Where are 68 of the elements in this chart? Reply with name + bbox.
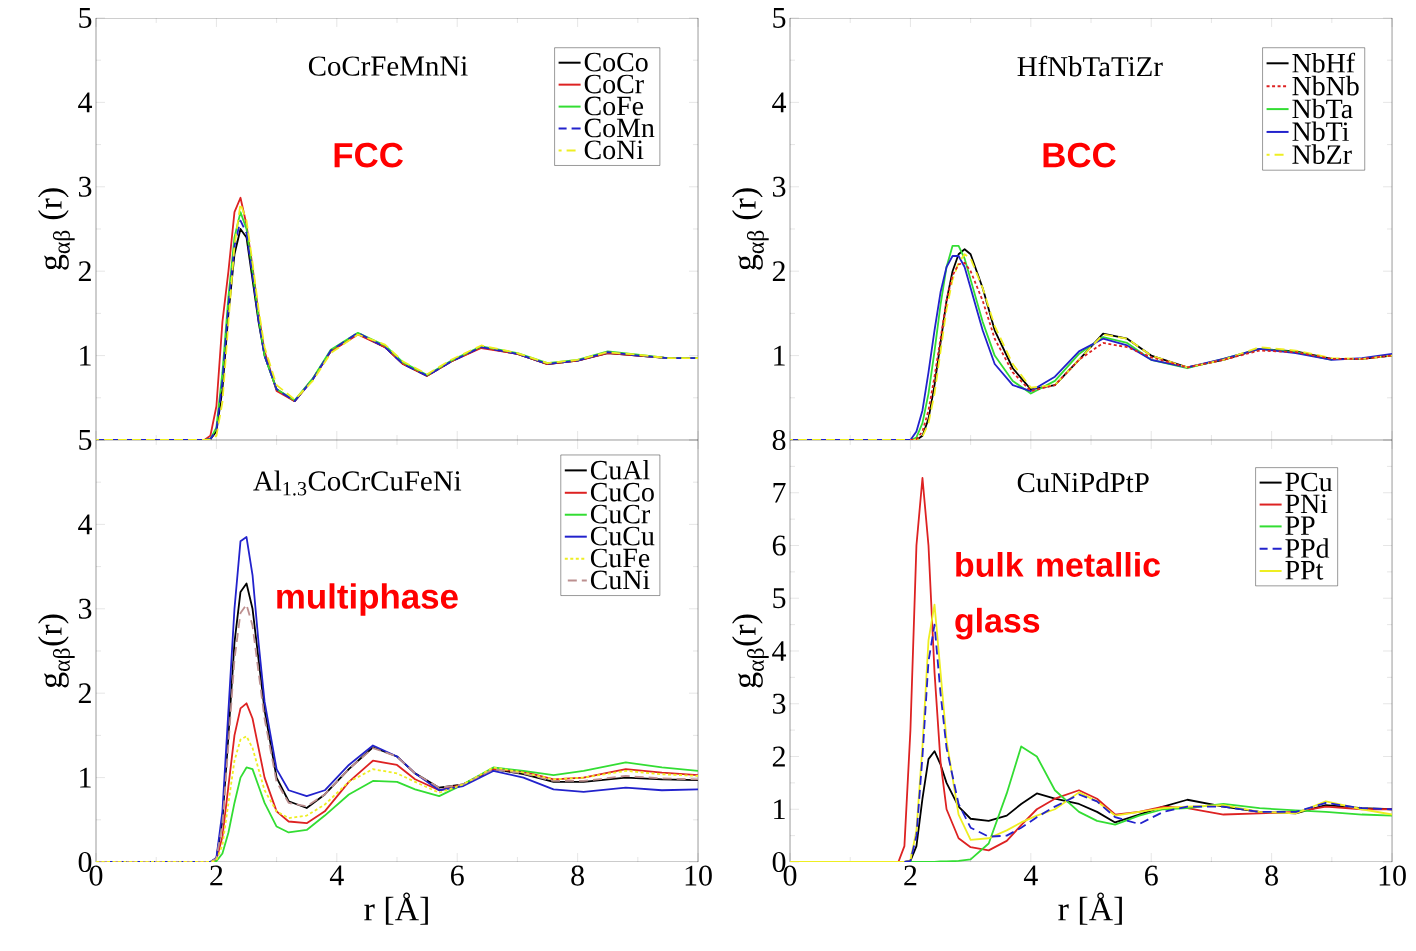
y-tick-label: 1 bbox=[774, 345, 785, 366]
y-tick-label: 1 bbox=[774, 799, 785, 820]
legend-label: CuFe bbox=[590, 548, 650, 568]
x-tick-label: 4 bbox=[329, 865, 344, 886]
legend-label: CoFe bbox=[584, 96, 644, 116]
y-tick-label: 7 bbox=[773, 482, 786, 503]
y-tick-label: 5 bbox=[79, 430, 92, 450]
y-tick-label: 5 bbox=[773, 588, 786, 609]
y-tick-label: 2 bbox=[772, 261, 785, 282]
annotation: bulk metallic glass bbox=[955, 552, 1161, 640]
y-axis-title: g$_{αβ}$ (r) bbox=[37, 188, 75, 270]
x-axis-title: r [Å] bbox=[1058, 892, 1122, 925]
x-tick-label: 8 bbox=[571, 865, 584, 886]
x-tick-label: 2 bbox=[904, 865, 917, 886]
annotation: CuNiPdPtP bbox=[1017, 472, 1149, 493]
legend-label: CoNi bbox=[584, 140, 644, 160]
legend-label: CoCr bbox=[584, 74, 644, 94]
legend-label: PP bbox=[1285, 516, 1315, 535]
y-tick-label: 4 bbox=[78, 92, 93, 113]
annotation: multiphase bbox=[277, 583, 458, 616]
legend-label: CuCr bbox=[590, 504, 650, 524]
annotation: Al$_{1.3}$CoCrCuFeNi bbox=[253, 470, 462, 496]
y-axis-title: g$_{αβ}$ (r) bbox=[732, 188, 769, 270]
x-tick-label: 6 bbox=[451, 865, 464, 886]
annotation: BCC bbox=[1043, 142, 1116, 168]
y-tick-label: 3 bbox=[772, 176, 786, 197]
x-axis-title: r [Å] bbox=[364, 892, 428, 925]
y-tick-label: 1 bbox=[80, 345, 91, 366]
legend-label: NbNb bbox=[1292, 75, 1359, 96]
y-tick-label: 2 bbox=[78, 261, 91, 282]
y-tick-label: 3 bbox=[772, 693, 786, 714]
annotation: FCC bbox=[334, 142, 403, 168]
y-tick-label: 2 bbox=[772, 746, 785, 767]
y-tick-label: 6 bbox=[772, 535, 786, 556]
legend-label: CuCu bbox=[590, 526, 655, 546]
y-tick-label: 4 bbox=[772, 92, 787, 113]
legend-label: CuCo bbox=[590, 482, 654, 502]
y-tick-label: 8 bbox=[772, 429, 786, 451]
y-tick-label: 5 bbox=[79, 8, 92, 28]
y-tick-label: 2 bbox=[78, 683, 91, 704]
x-tick-label: 10 bbox=[685, 865, 712, 886]
legend-label: CoCo bbox=[584, 52, 648, 72]
y-tick-label: 4 bbox=[772, 641, 787, 661]
legend-label: NbHf bbox=[1292, 52, 1356, 73]
legend-label: CuNi bbox=[590, 570, 650, 590]
y-tick-label: 1 bbox=[80, 767, 91, 788]
legend-label: PPd bbox=[1285, 538, 1330, 558]
legend-label: PCu bbox=[1285, 472, 1333, 492]
y-axis-title: g$_{αβ}$(r) bbox=[732, 614, 769, 688]
x-tick-label: 8 bbox=[1265, 865, 1278, 886]
legend-label: PNi bbox=[1285, 494, 1328, 514]
x-tick-label: 2 bbox=[210, 865, 223, 886]
x-tick-label: 6 bbox=[1145, 865, 1158, 886]
x-tick-label: 4 bbox=[1023, 865, 1038, 886]
x-tick-label: 10 bbox=[1379, 865, 1406, 886]
y-tick-label: 3 bbox=[78, 598, 92, 619]
annotation: HfNbTaTiZr bbox=[1017, 55, 1163, 77]
y-tick-label: 4 bbox=[78, 514, 93, 535]
legend-label: NbZr bbox=[1292, 144, 1352, 164]
y-tick-label: 5 bbox=[773, 8, 786, 28]
legend-label: CuAl bbox=[590, 459, 650, 480]
legend-label: PPt bbox=[1285, 561, 1324, 580]
legend-label: CoMn bbox=[584, 118, 655, 138]
legend-label: NbTa bbox=[1292, 98, 1353, 119]
y-axis-title: g$_{αβ}$(r) bbox=[37, 614, 75, 688]
annotation: CoCrFeMnNi bbox=[308, 56, 468, 76]
y-tick-label: 3 bbox=[78, 176, 92, 197]
legend-label: NbTi bbox=[1292, 121, 1349, 142]
